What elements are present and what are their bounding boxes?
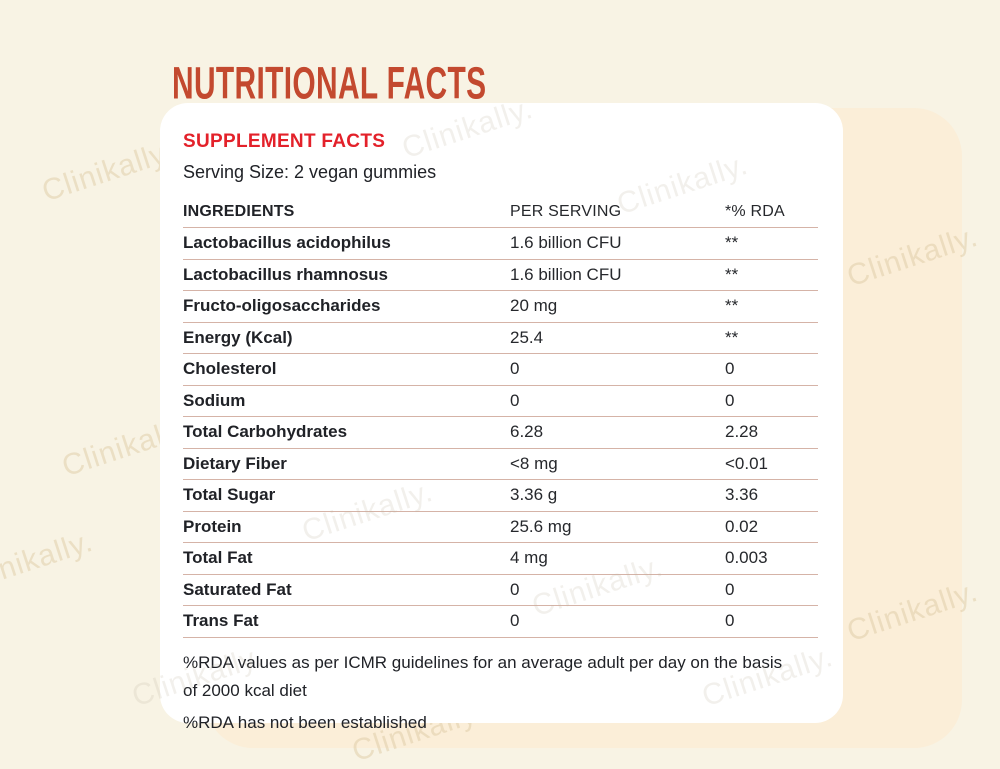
table-row: Sodium 0 0 <box>183 386 818 417</box>
serving-size-text: Serving Size: 2 vegan gummies <box>183 162 437 182</box>
supplement-facts-card: SUPPLEMENT FACTS Serving Size: 2 vegan g… <box>160 103 843 732</box>
ingredient-name: Saturated Fat <box>183 579 292 599</box>
rda-value: 0.02 <box>725 516 759 536</box>
page-title: NUTRITIONAL FACTS <box>172 58 487 110</box>
rda-value: ** <box>725 264 739 284</box>
per-serving-value: 0 <box>510 611 520 631</box>
rda-value: <0.01 <box>725 453 769 473</box>
clinikally-watermark: Clinikally. <box>38 134 178 209</box>
table-row: Total Sugar 3.36 g 3.36 <box>183 480 818 512</box>
per-serving-value: 6.28 <box>510 422 544 442</box>
rda-value: 3.36 <box>725 485 759 505</box>
table-row: Dietary Fiber <8 mg <0.01 <box>183 449 818 480</box>
ingredient-name: Lactobacillus rhamnosus <box>183 264 388 284</box>
table-row: Fructo-oligosaccharides 20 mg ** <box>183 291 818 323</box>
rda-value: 0.003 <box>725 548 768 568</box>
per-serving-value: 0 <box>510 390 520 410</box>
table-row: Total Fat 4 mg 0.003 <box>183 543 818 575</box>
per-serving-value: 0 <box>510 579 520 599</box>
per-serving-value: 3.36 g <box>510 485 558 505</box>
rda-value: ** <box>725 296 739 316</box>
table-row: Saturated Fat 0 0 <box>183 575 818 606</box>
ingredient-name: Trans Fat <box>183 611 259 631</box>
per-serving-value: 20 mg <box>510 296 558 316</box>
nutrition-table: INGREDIENTS PER SERVING *% RDA Lactobaci… <box>183 196 818 638</box>
per-serving-value: 25.6 mg <box>510 516 572 536</box>
ingredient-name: Protein <box>183 516 242 536</box>
rda-value: ** <box>725 233 739 253</box>
per-serving-value: 0 <box>510 359 520 379</box>
rda-guidelines-note: %RDA values as per ICMR guidelines for a… <box>183 652 783 700</box>
ingredient-name: Cholesterol <box>183 359 277 379</box>
per-serving-value: <8 mg <box>510 453 558 473</box>
ingredient-name: Lactobacillus acidophilus <box>183 233 391 253</box>
table-row: Energy (Kcal) 25.4 ** <box>183 323 818 354</box>
rda-not-established-note: %RDA has not been established <box>183 712 427 732</box>
rda-value: 2.28 <box>725 422 759 442</box>
supplement-facts-heading: SUPPLEMENT FACTS <box>183 131 386 152</box>
table-header-row: INGREDIENTS PER SERVING *% RDA <box>183 196 818 228</box>
table-row: Trans Fat 0 0 <box>183 606 818 638</box>
per-serving-value: 1.6 billion CFU <box>510 233 622 253</box>
ingredient-name: Dietary Fiber <box>183 453 287 473</box>
table-row: Lactobacillus rhamnosus 1.6 billion CFU … <box>183 260 818 291</box>
footnotes: %RDA values as per ICMR guidelines for a… <box>183 649 818 735</box>
ingredient-name: Total Carbohydrates <box>183 422 348 442</box>
header-ingredients: INGREDIENTS <box>183 202 295 220</box>
table-row: Total Carbohydrates 6.28 2.28 <box>183 417 818 449</box>
header-per-serving: PER SERVING <box>510 202 622 220</box>
clinikally-watermark: Clinikally. <box>0 524 98 599</box>
ingredient-name: Fructo-oligosaccharides <box>183 296 381 316</box>
rda-value: 0 <box>725 390 735 410</box>
ingredient-name: Total Sugar <box>183 485 276 505</box>
per-serving-value: 1.6 billion CFU <box>510 264 622 284</box>
rda-value: 0 <box>725 579 735 599</box>
header-rda: *% RDA <box>725 202 785 220</box>
table-row: Lactobacillus acidophilus 1.6 billion CF… <box>183 228 818 260</box>
rda-value: 0 <box>725 359 735 379</box>
rda-value: 0 <box>725 611 735 631</box>
ingredient-name: Energy (Kcal) <box>183 327 293 347</box>
per-serving-value: 4 mg <box>510 548 548 568</box>
per-serving-value: 25.4 <box>510 327 544 347</box>
table-row: Protein 25.6 mg 0.02 <box>183 512 818 543</box>
table-row: Cholesterol 0 0 <box>183 354 818 386</box>
rda-value: ** <box>725 327 739 347</box>
ingredient-name: Total Fat <box>183 548 253 568</box>
ingredient-name: Sodium <box>183 390 246 410</box>
